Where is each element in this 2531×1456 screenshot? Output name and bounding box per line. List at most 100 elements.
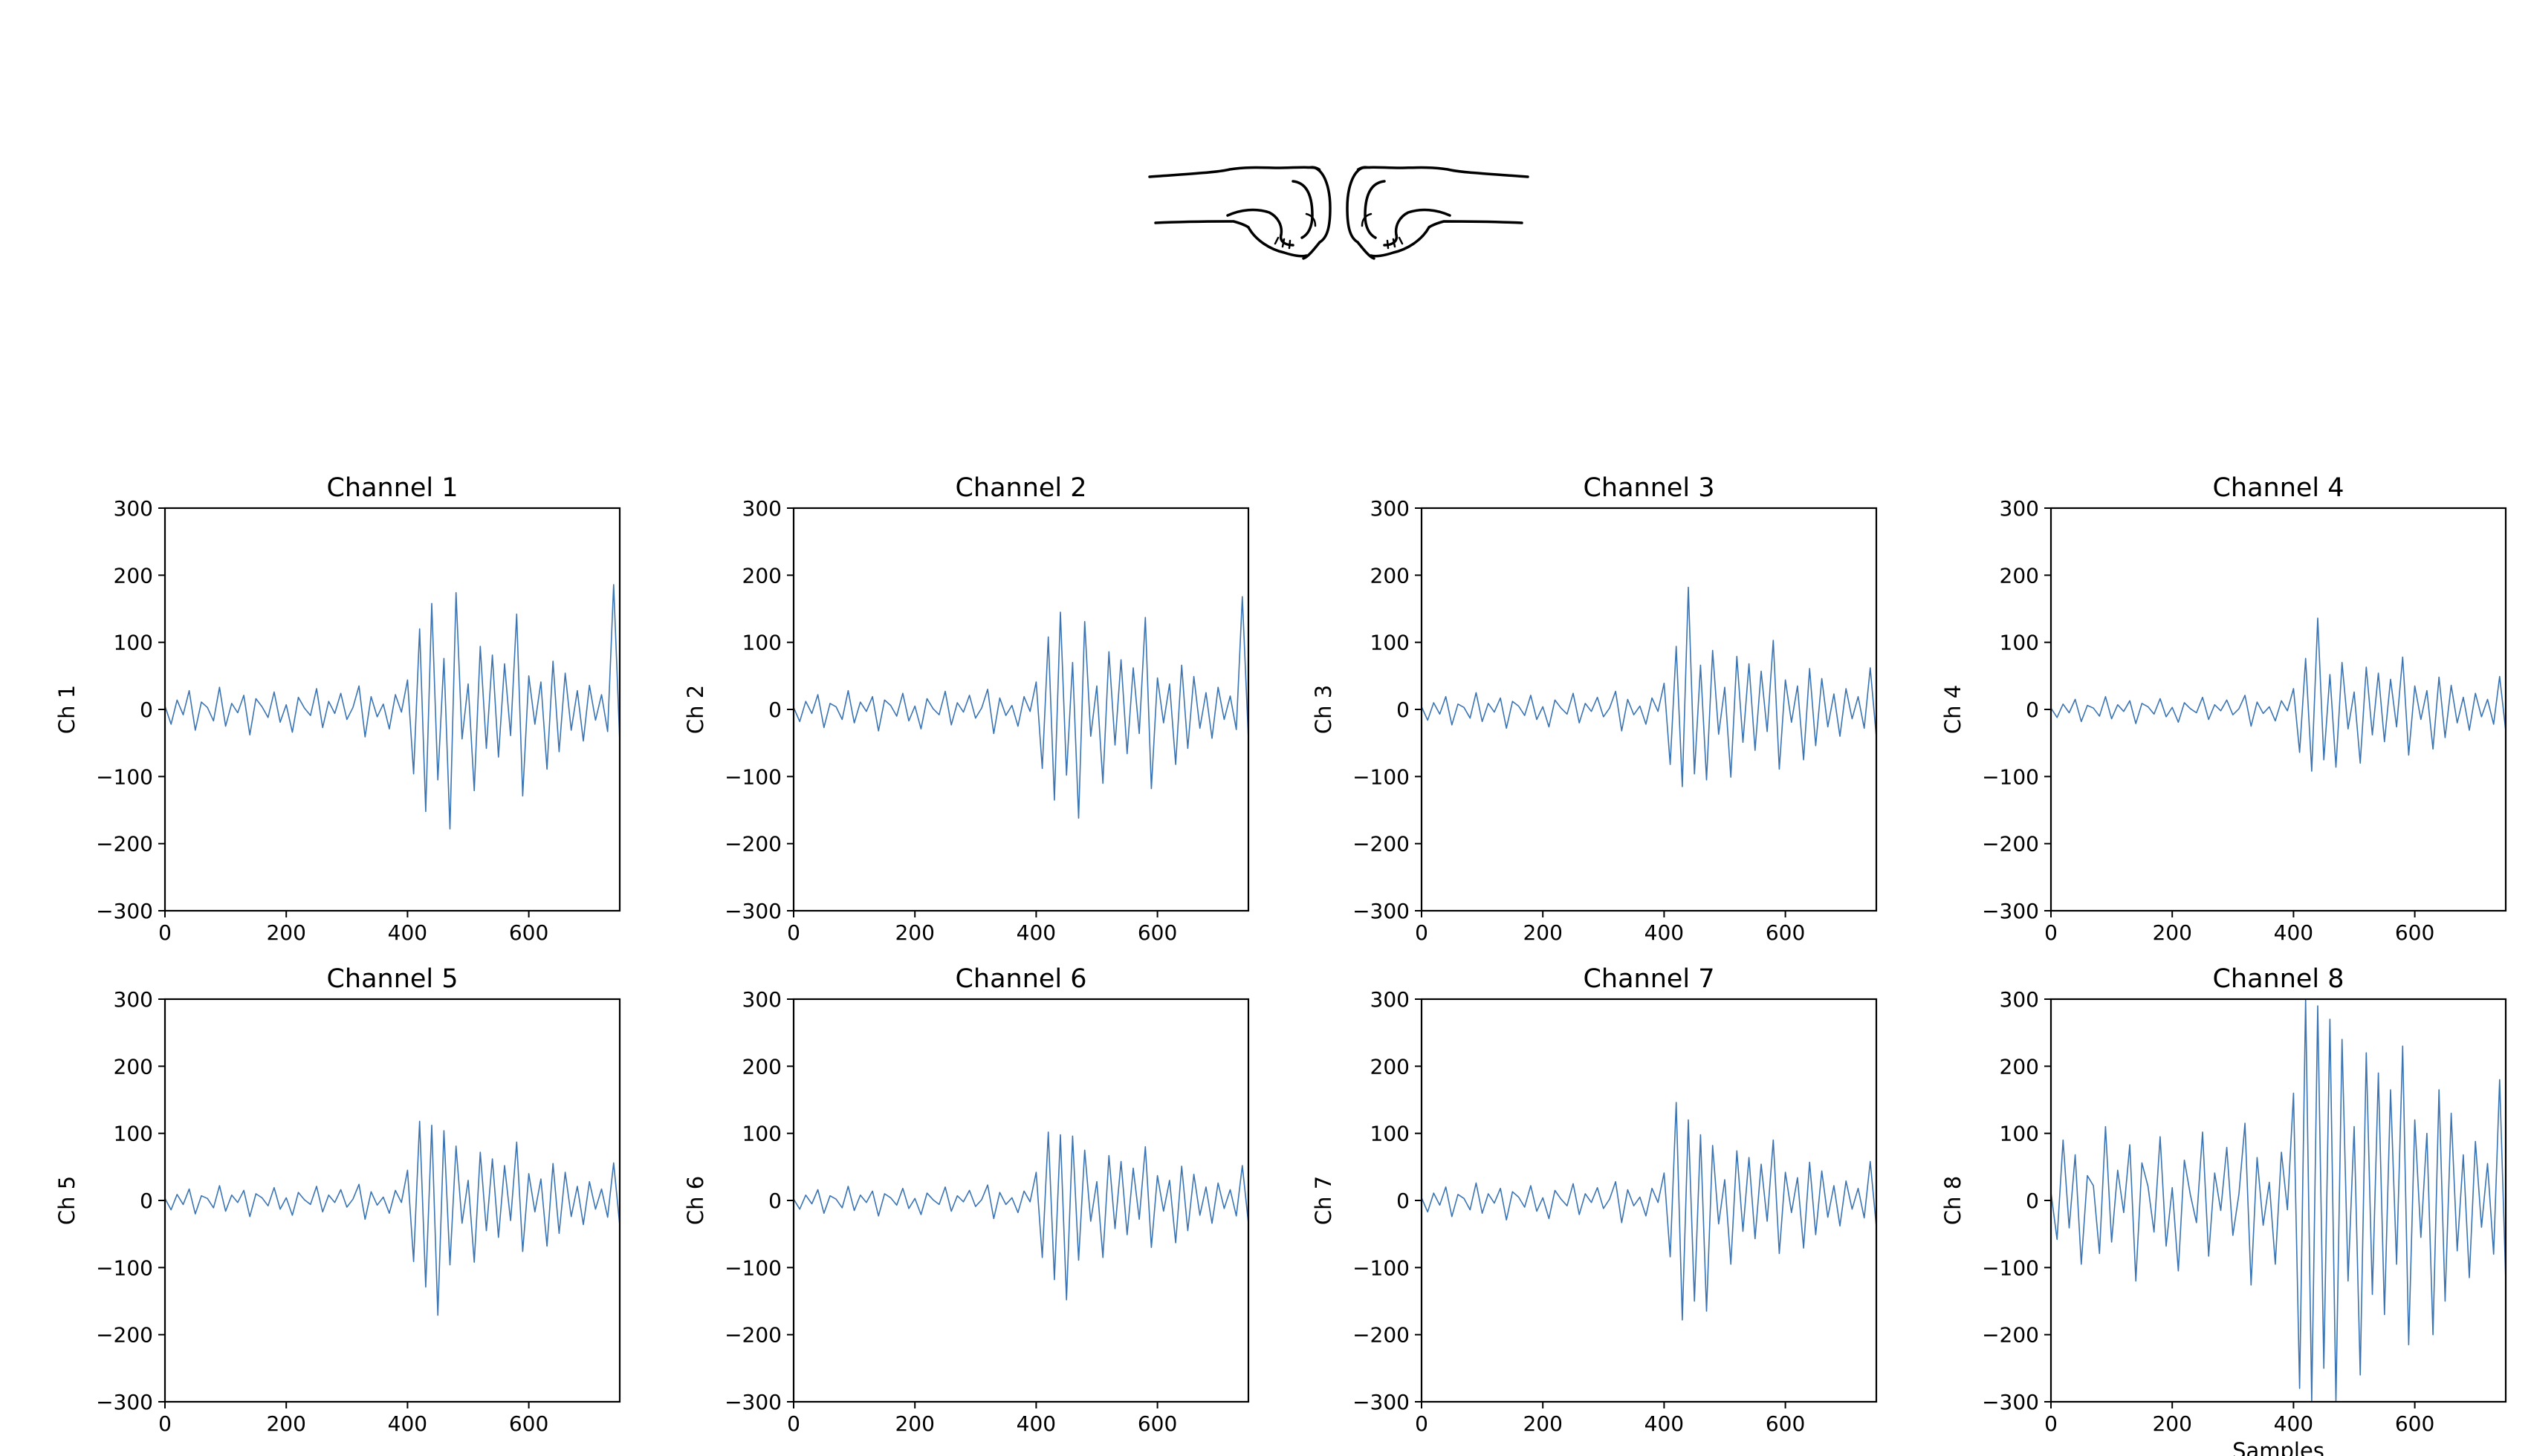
y-tick-label: −100 [725,764,782,789]
x-tick-label: 0 [787,920,800,945]
x-tick-label: 200 [1523,1411,1562,1436]
y-tick-label: −100 [96,1255,153,1280]
x-tick-label: 0 [787,1411,800,1436]
y-tick-label: −200 [96,1323,153,1348]
y-tick-label: 100 [1370,631,1410,655]
signal-trace [165,1120,620,1316]
x-tick-label: 0 [2044,920,2058,945]
y-tick-label: −200 [96,832,153,857]
x-tick-label: 600 [2395,1411,2434,1436]
x-tick-label: 600 [509,920,548,945]
x-tick-label: 400 [1017,1411,1056,1436]
y-tick-label: 0 [768,1189,782,1213]
y-tick-label: 100 [742,1122,782,1146]
x-tick-label: 200 [895,1411,934,1436]
y-tick-label: −200 [725,832,782,857]
y-axis-label: Ch 2 [683,685,708,734]
x-tick-label: 0 [158,1411,172,1436]
x-tick-label: 200 [266,1411,305,1436]
y-tick-label: −200 [725,1323,782,1348]
y-tick-label: −200 [1352,1323,1410,1348]
y-tick-label: 0 [1396,1189,1410,1213]
y-axis-label: Ch 1 [54,685,80,734]
y-tick-label: −300 [1352,899,1410,923]
x-tick-label: 600 [2395,920,2434,945]
x-axis-label: Samples [2232,1438,2324,1456]
x-tick-label: 600 [1766,920,1805,945]
x-tick-label: 400 [1644,920,1684,945]
y-tick-label: 100 [2000,1122,2039,1146]
x-tick-label: 600 [509,1411,548,1436]
y-axis-label: Ch 4 [1940,685,1966,734]
y-tick-label: 300 [742,496,782,521]
y-tick-label: 100 [114,1122,153,1146]
signal-trace [2051,617,2506,772]
signal-trace [1422,586,1876,787]
y-tick-label: 300 [2000,987,2039,1012]
y-tick-label: −300 [96,899,153,923]
signal-trace [794,1131,1248,1301]
y-tick-label: 100 [1370,1122,1410,1146]
y-tick-label: 0 [1396,698,1410,722]
y-tick-label: −200 [1352,832,1410,857]
y-tick-label: −300 [96,1390,153,1414]
y-axis-label: Ch 6 [683,1176,708,1225]
x-tick-label: 400 [1644,1411,1684,1436]
x-tick-label: 400 [2274,920,2313,945]
y-tick-label: 300 [2000,496,2039,521]
x-tick-label: 200 [2152,920,2191,945]
y-axis-label: Ch 3 [1311,685,1336,734]
panel-title: Channel 6 [955,964,1086,994]
x-tick-label: 400 [388,920,427,945]
y-tick-label: −300 [1982,899,2039,923]
fist-bump-icon [1148,166,1529,260]
signal-trace [1422,1102,1876,1321]
y-tick-label: −100 [725,1255,782,1280]
panel-title: Channel 7 [1583,964,1714,994]
y-tick-label: −100 [1352,1255,1410,1280]
panel-title: Channel 4 [2212,473,2344,503]
x-tick-label: 600 [1138,1411,1177,1436]
y-tick-label: 200 [114,563,153,588]
y-axis-label: Ch 8 [1940,1176,1966,1225]
y-tick-label: 100 [114,631,153,655]
x-tick-label: 200 [895,920,934,945]
signal-trace [2051,999,2506,1402]
x-tick-label: 600 [1138,920,1177,945]
y-tick-label: 200 [1370,1054,1410,1079]
x-tick-label: 0 [1415,920,1428,945]
x-tick-label: 400 [2274,1411,2313,1436]
panel-title: Channel 2 [955,473,1086,503]
x-tick-label: 0 [158,920,172,945]
y-tick-label: −100 [1352,764,1410,789]
y-axis-label: Ch 5 [54,1176,80,1225]
y-tick-label: 200 [2000,1054,2039,1079]
y-tick-label: −300 [1982,1390,2039,1414]
y-tick-label: 200 [742,563,782,588]
y-tick-label: −300 [1352,1390,1410,1414]
y-tick-label: 0 [768,698,782,722]
y-tick-label: 300 [114,496,153,521]
y-tick-label: 100 [2000,631,2039,655]
y-tick-label: 200 [742,1054,782,1079]
x-tick-label: 400 [388,1411,427,1436]
y-tick-label: 0 [2026,698,2039,722]
y-tick-label: 0 [2026,1189,2039,1213]
y-tick-label: 300 [1370,496,1410,521]
x-tick-label: 200 [266,920,305,945]
y-tick-label: 300 [742,987,782,1012]
y-tick-label: −300 [725,899,782,923]
panel-title: Channel 1 [326,473,458,503]
y-tick-label: 200 [1370,563,1410,588]
y-tick-label: 0 [140,1189,153,1213]
y-axis-label: Ch 7 [1311,1176,1336,1225]
x-tick-label: 0 [2044,1411,2058,1436]
